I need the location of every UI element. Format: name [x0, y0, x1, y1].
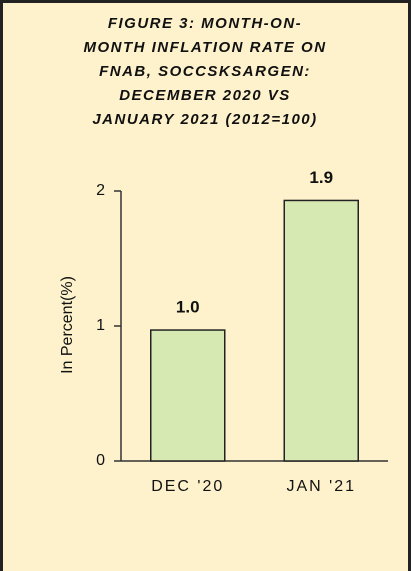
chart-title: JANUARY 2021 (2012=100) — [92, 111, 317, 128]
bar — [150, 329, 226, 462]
y-tick-label: 2 — [96, 182, 105, 199]
chart-title: MONTH INFLATION RATE ON — [83, 39, 326, 56]
value-label: 1.9 — [309, 168, 333, 187]
x-tick-label: JAN '21 — [286, 478, 356, 495]
chart-title: FNAB, SOCCSKSARGEN: — [99, 63, 311, 80]
y-axis-label: In Percent(%) — [59, 276, 76, 374]
y-tick-label: 1 — [96, 317, 105, 334]
chart-title: DECEMBER 2020 VS — [119, 87, 291, 104]
value-label: 1.0 — [176, 298, 200, 317]
bar — [283, 199, 359, 462]
chart-title: FIGURE 3: MONTH-ON- — [108, 15, 302, 32]
x-tick-label: DEC '20 — [151, 478, 224, 495]
y-tick-label: 0 — [96, 452, 105, 469]
